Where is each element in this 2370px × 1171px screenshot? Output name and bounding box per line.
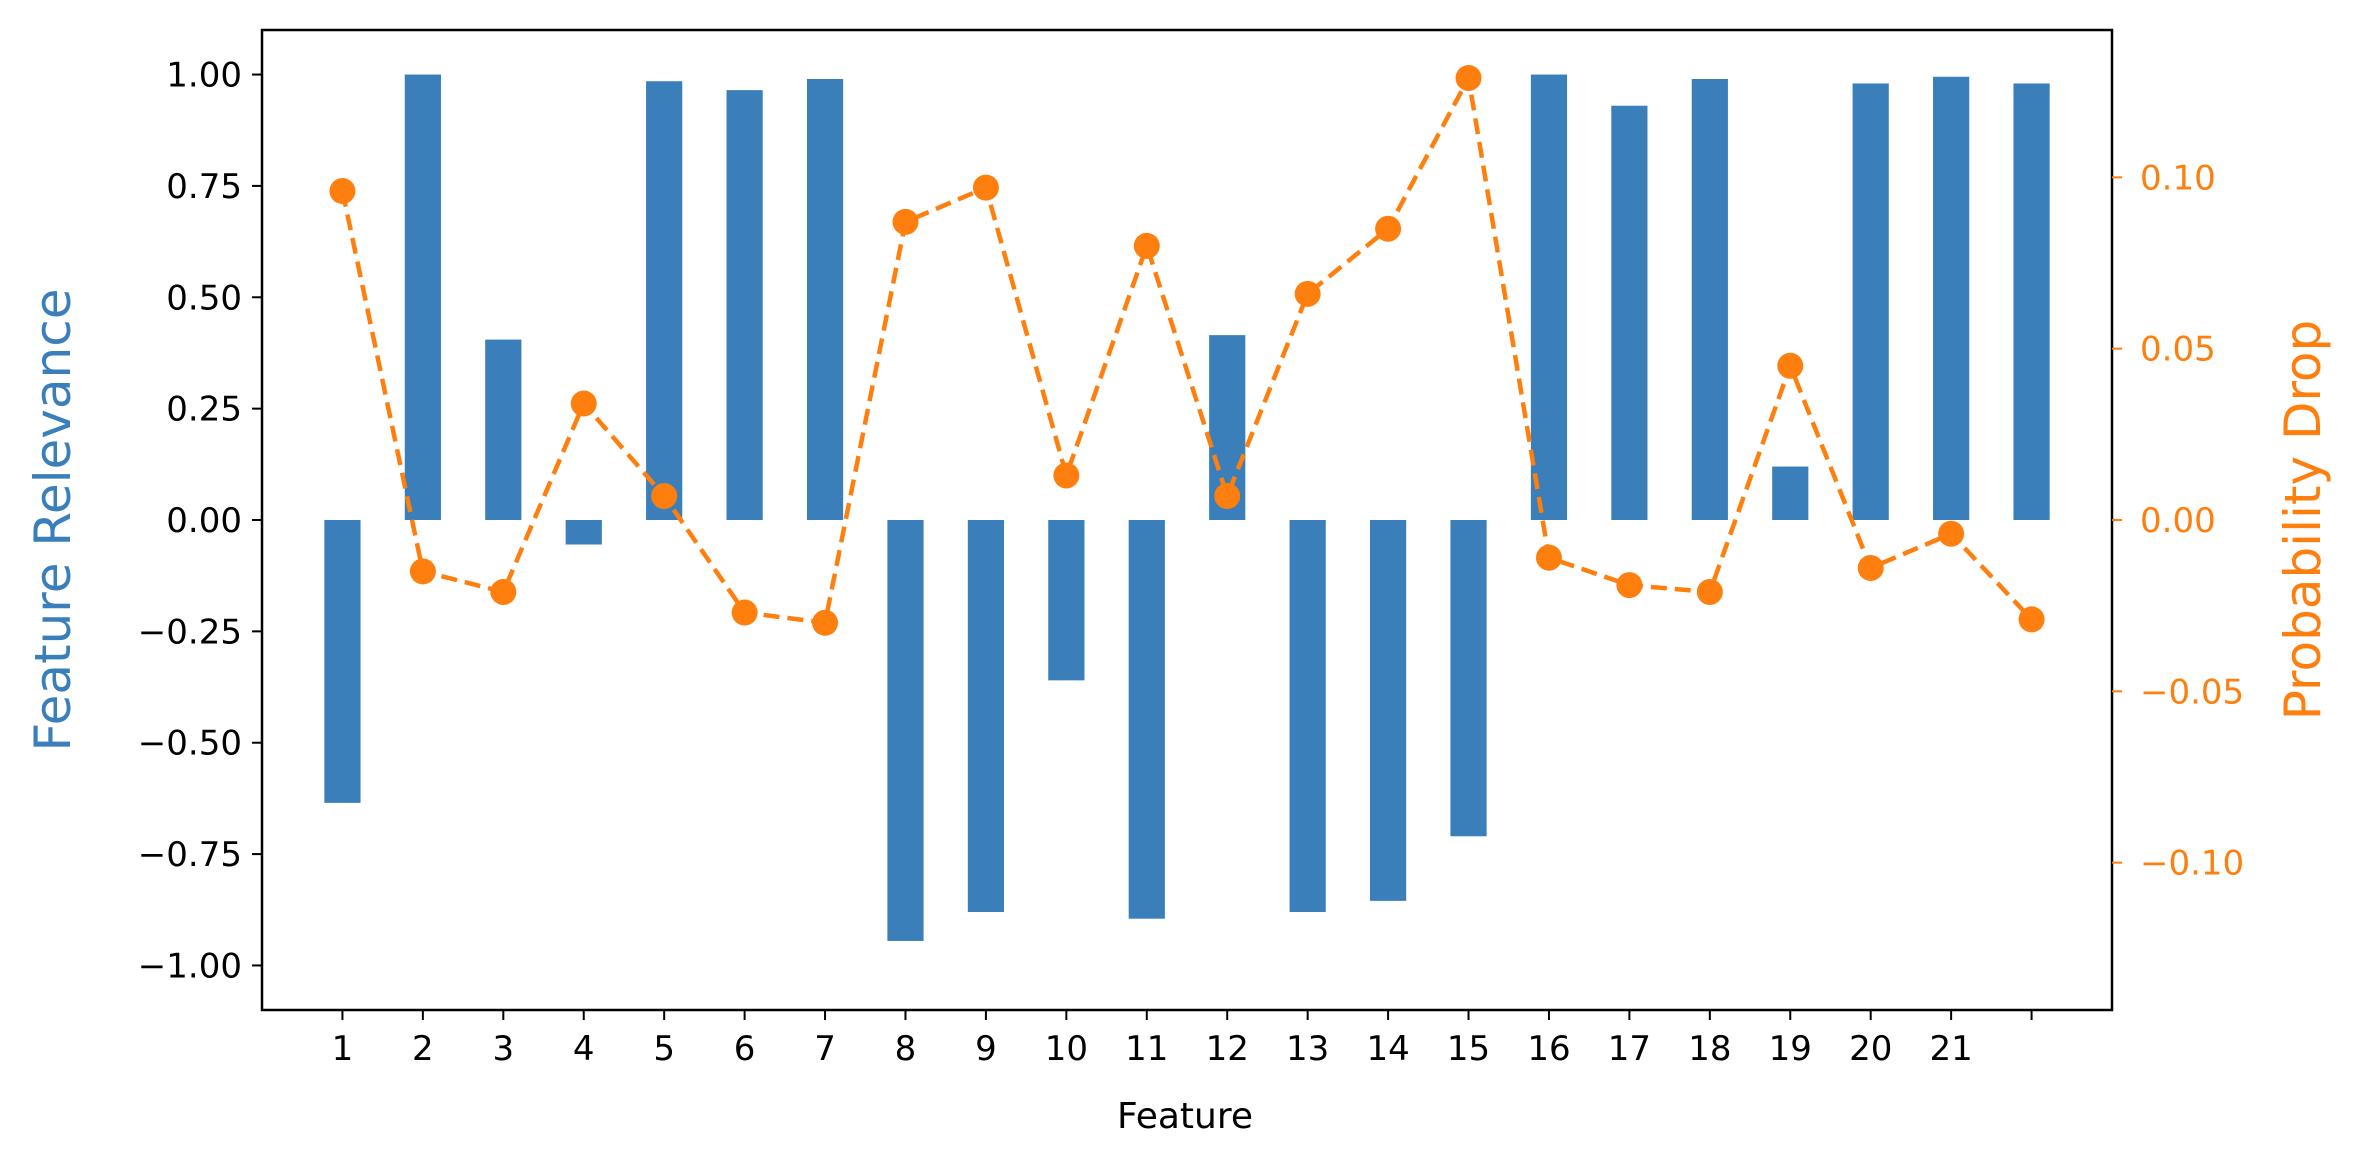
probability-point-10 [1053,462,1080,489]
probability-point-8 [892,208,919,235]
x-axis-title: Feature [1117,1096,1253,1137]
x-tick-label: 12 [1206,1029,1249,1069]
probability-point-17 [1616,572,1643,599]
probability-point-20 [1857,554,1884,581]
probability-point-13 [1294,280,1321,307]
x-tick-label: 21 [1929,1029,1972,1069]
bar-feature-9 [967,520,1005,912]
probability-point-18 [1696,578,1723,605]
right-tick-label: 0.10 [2140,158,2216,198]
x-tick-label: 17 [1608,1029,1651,1069]
left-tick-label: 0.75 [166,167,242,207]
x-tick-label: 8 [895,1029,917,1069]
left-tick-label: 0.50 [166,278,242,318]
bar-feature-2 [404,74,441,520]
left-tick-label: 0.00 [166,501,242,541]
x-tick-label: 5 [653,1029,675,1069]
x-tick-label: 6 [734,1029,756,1069]
x-tick-label: 13 [1286,1029,1329,1069]
x-tick-label: 14 [1366,1029,1409,1069]
left-tick-label: −0.25 [138,612,242,652]
bar-feature-17 [1611,105,1648,521]
bar-feature-21 [1933,76,1970,520]
bar-feature-11 [1128,520,1165,919]
x-tick-label: 1 [332,1029,354,1069]
probability-point-7 [812,609,839,636]
probability-point-14 [1375,215,1402,242]
left-tick-label: −0.75 [138,835,242,875]
right-tick-label: −0.10 [2140,844,2244,884]
bar-feature-15 [1450,520,1487,837]
x-tick-label: 16 [1527,1029,1570,1069]
right-y-axis-title: Probability Drop [2274,320,2332,721]
bar-feature-13 [1289,520,1326,912]
probability-drop-line [340,71,2034,626]
probability-point-2 [409,558,436,585]
probability-point-22 [2018,606,2045,633]
probability-point-19 [1777,352,1804,379]
probability-point-4 [570,390,597,417]
plot-border [260,28,2114,1012]
x-tick-label: 7 [814,1029,836,1069]
probability-point-6 [731,599,758,626]
x-tick-label: 2 [412,1029,434,1069]
x-tick-label: 9 [975,1029,997,1069]
left-y-axis: 1.00 0.75 0.50 0.25 0.00 −0.25 −0.50 −0.75 −1.00 [138,56,262,986]
x-tick-label: 4 [573,1029,595,1069]
bar-feature-22 [2013,83,2050,521]
x-tick-label: 19 [1769,1029,1812,1069]
bar-feature-7 [806,79,844,520]
bar-feature-19 [1772,466,1809,520]
probability-point-12 [1214,483,1241,510]
right-tick-label: 0.05 [2140,330,2216,370]
bar-feature-18 [1691,79,1728,520]
bar-feature-8 [887,520,924,941]
bar-feature-14 [1369,520,1407,901]
bar-feature-20 [1852,83,1889,521]
probability-point-15 [1455,64,1482,91]
left-tick-label: 1.00 [166,56,242,96]
probability-point-21 [1938,520,1965,547]
right-tick-label: −0.05 [2140,672,2244,712]
right-y-axis: 0.10 0.05 0.00 −0.05 −0.10 [2112,158,2244,884]
left-tick-label: 0.25 [166,390,242,430]
probability-line-layer [329,64,2045,636]
probability-point-1 [329,178,356,205]
bars-layer [324,74,2050,941]
bar-feature-1 [324,520,361,803]
plot-frame [260,28,2114,1012]
x-tick-label: 15 [1447,1029,1490,1069]
left-y-axis-title: Feature Relevance [24,289,82,752]
probability-point-3 [490,578,517,605]
x-axis: 1 2 3 4 5 6 7 8 9 10 11 12 13 14 15 16 17 18 19 20 21 [332,1010,2033,1069]
bar-feature-5 [646,81,683,521]
x-tick-label: 10 [1045,1029,1088,1069]
bar-feature-10 [1048,520,1085,681]
probability-point-16 [1535,544,1562,571]
probability-point-9 [972,174,999,201]
probability-point-11 [1133,232,1160,259]
bar-feature-4 [565,520,602,545]
x-tick-label: 18 [1688,1029,1731,1069]
bar-feature-3 [485,339,522,520]
probability-point-5 [651,483,678,510]
x-tick-label: 20 [1849,1029,1892,1069]
x-tick-label: 11 [1125,1029,1168,1069]
left-tick-label: −0.50 [138,724,242,764]
left-tick-label: −1.00 [138,946,242,986]
right-tick-label: 0.00 [2140,501,2216,541]
bar-feature-6 [726,90,763,521]
x-tick-label: 3 [492,1029,514,1069]
bar-feature-16 [1530,74,1568,520]
